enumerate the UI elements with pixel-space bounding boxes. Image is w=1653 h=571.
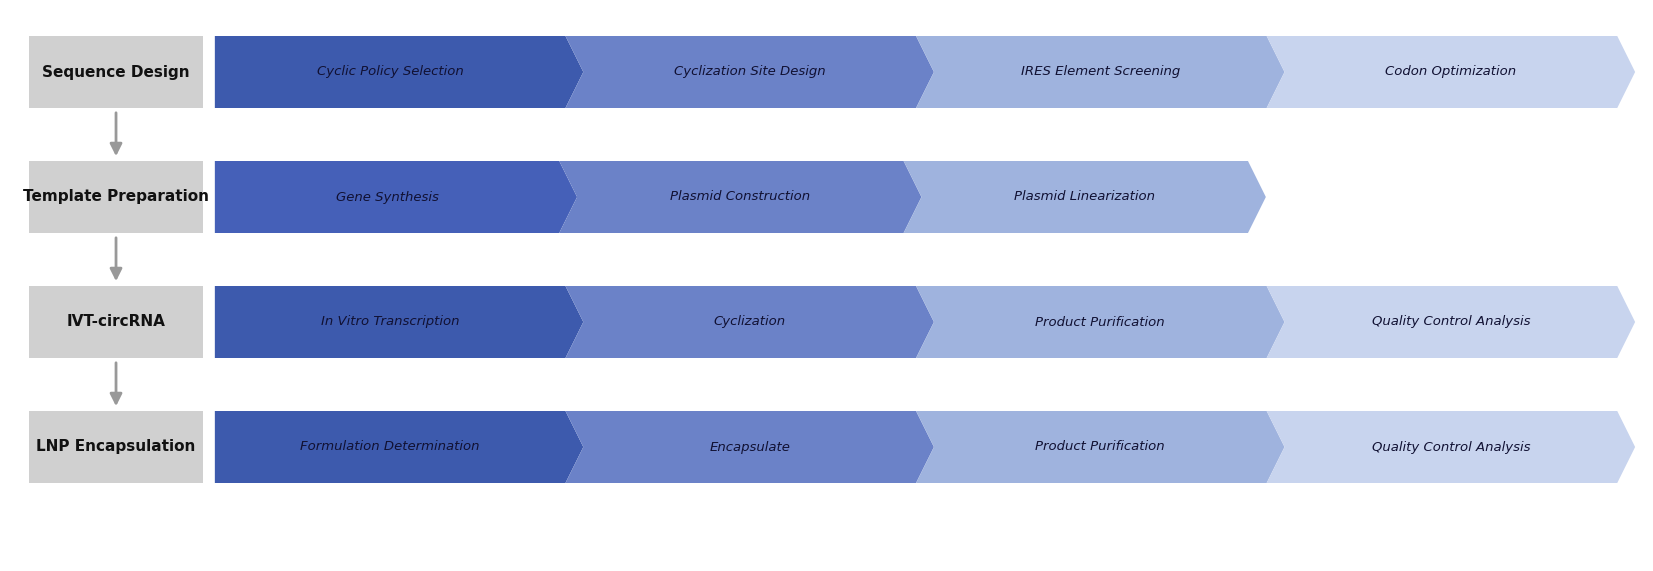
- Text: Quality Control Analysis: Quality Control Analysis: [1372, 316, 1531, 328]
- Text: In Vitro Transcription: In Vitro Transcription: [321, 316, 460, 328]
- Text: Product Purification: Product Purification: [1035, 316, 1165, 328]
- Polygon shape: [904, 161, 1266, 233]
- Text: IVT-circRNA: IVT-circRNA: [66, 315, 165, 329]
- Text: Plasmid Construction: Plasmid Construction: [669, 191, 810, 203]
- Bar: [30, 36, 203, 108]
- Text: Codon Optimization: Codon Optimization: [1385, 66, 1516, 78]
- Polygon shape: [916, 36, 1284, 108]
- Bar: [30, 286, 203, 358]
- Bar: [30, 411, 203, 483]
- Text: Gene Synthesis: Gene Synthesis: [336, 191, 438, 203]
- Polygon shape: [1266, 411, 1635, 483]
- Polygon shape: [215, 161, 577, 233]
- Text: Template Preparation: Template Preparation: [23, 190, 208, 204]
- Polygon shape: [215, 411, 584, 483]
- Polygon shape: [215, 286, 584, 358]
- Polygon shape: [1266, 286, 1635, 358]
- Text: Cyclization Site Design: Cyclization Site Design: [674, 66, 825, 78]
- Polygon shape: [1266, 36, 1635, 108]
- Text: Product Purification: Product Purification: [1035, 440, 1165, 453]
- Polygon shape: [916, 286, 1284, 358]
- Text: IRES Element Screening: IRES Element Screening: [1020, 66, 1180, 78]
- Polygon shape: [916, 411, 1284, 483]
- Polygon shape: [565, 286, 934, 358]
- Text: LNP Encapsulation: LNP Encapsulation: [36, 440, 195, 455]
- Text: Encapsulate: Encapsulate: [709, 440, 790, 453]
- Bar: [30, 161, 203, 233]
- Polygon shape: [565, 36, 934, 108]
- Text: Cyclic Policy Selection: Cyclic Policy Selection: [317, 66, 463, 78]
- Polygon shape: [559, 161, 921, 233]
- Polygon shape: [215, 36, 584, 108]
- Text: Formulation Determination: Formulation Determination: [301, 440, 479, 453]
- Text: Quality Control Analysis: Quality Control Analysis: [1372, 440, 1531, 453]
- Text: Sequence Design: Sequence Design: [43, 65, 190, 79]
- Text: Plasmid Linearization: Plasmid Linearization: [1015, 191, 1155, 203]
- Polygon shape: [565, 411, 934, 483]
- Text: Cyclization: Cyclization: [714, 316, 785, 328]
